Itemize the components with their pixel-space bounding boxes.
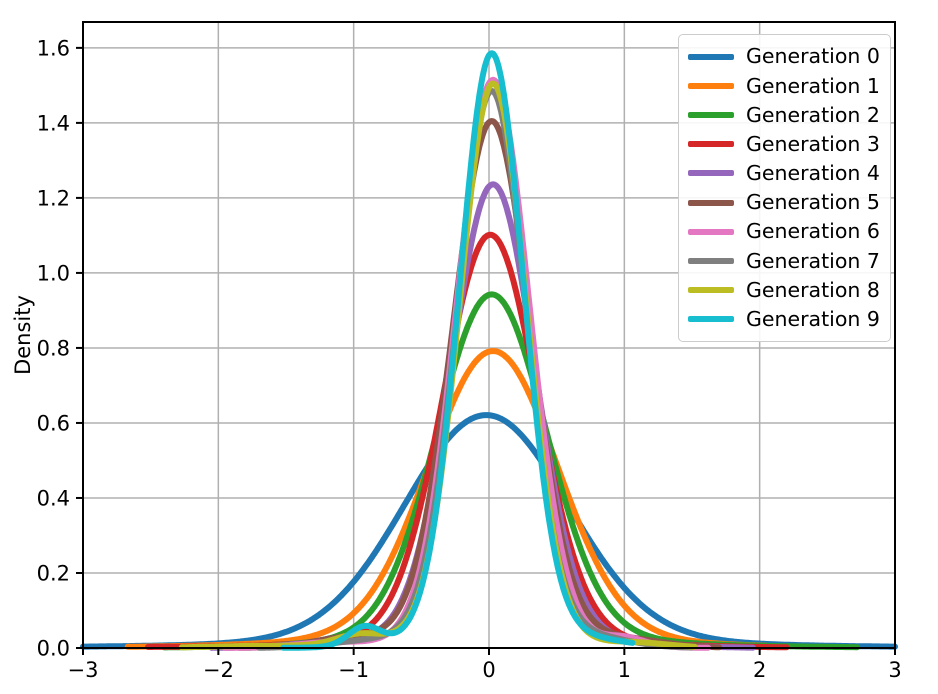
y-tick-label: 0.8	[37, 336, 70, 360]
density-curve-generation-5	[235, 118, 723, 651]
legend-line-swatch	[688, 111, 734, 118]
y-tick-label: 0.2	[37, 561, 70, 585]
legend-item-generation-0: Generation 0	[688, 42, 882, 71]
legend-item-generation-2: Generation 2	[688, 100, 882, 129]
legend-item-label: Generation 0	[746, 44, 880, 69]
legend-item-label: Generation 4	[746, 161, 880, 186]
y-tick-label: 0.6	[37, 411, 70, 435]
legend-item-generation-9: Generation 9	[688, 305, 882, 334]
density-curve-generation-9	[280, 50, 636, 651]
x-tick-label: 1	[618, 658, 631, 682]
x-tick-label: 2	[753, 658, 766, 682]
legend-item-generation-4: Generation 4	[688, 159, 882, 188]
x-tick-label: −1	[338, 658, 369, 682]
legend-item-label: Generation 9	[746, 307, 880, 332]
y-tick-label: 0.4	[37, 486, 70, 510]
x-tick-label: 0	[482, 658, 495, 682]
legend-item-label: Generation 7	[746, 248, 880, 273]
legend-line-swatch	[688, 257, 734, 264]
legend-item-label: Generation 2	[746, 102, 880, 127]
legend-item-generation-5: Generation 5	[688, 188, 882, 217]
legend-line-swatch	[688, 287, 734, 294]
legend-item-generation-3: Generation 3	[688, 130, 882, 159]
density-curve-generation-6	[222, 76, 712, 651]
legend-line-swatch	[688, 141, 734, 148]
legend-line-swatch	[688, 199, 734, 206]
y-axis-label: Density	[11, 295, 35, 375]
legend-item-label: Generation 3	[746, 131, 880, 156]
legend-item-generation-7: Generation 7	[688, 246, 882, 275]
legend-item-generation-1: Generation 1	[688, 71, 882, 100]
legend-item-label: Generation 8	[746, 277, 880, 302]
x-tick-label: −2	[203, 658, 234, 682]
legend-item-label: Generation 5	[746, 190, 880, 215]
y-tick-label: 0.0	[37, 637, 70, 661]
legend-line-swatch	[688, 82, 734, 89]
y-tick-label: 1.6	[37, 36, 70, 60]
x-tick-label: 3	[888, 658, 901, 682]
legend-line-swatch	[688, 53, 734, 60]
legend-line-swatch	[688, 228, 734, 235]
legend-item-label: Generation 1	[746, 73, 880, 98]
y-tick-label: 1.2	[37, 186, 70, 210]
y-tick-label: 1.4	[37, 111, 70, 135]
legend: Generation 0 Generation 1 Generation 2 Gene…	[678, 34, 891, 342]
legend-line-swatch	[688, 170, 734, 177]
legend-item-generation-8: Generation 8	[688, 276, 882, 305]
density-curve-generation-8	[178, 80, 698, 651]
x-tick-label: −3	[68, 658, 99, 682]
legend-item-generation-6: Generation 6	[688, 217, 882, 246]
legend-item-label: Generation 6	[746, 219, 880, 244]
legend-line-swatch	[688, 316, 734, 323]
y-tick-label: 1.0	[37, 261, 70, 285]
